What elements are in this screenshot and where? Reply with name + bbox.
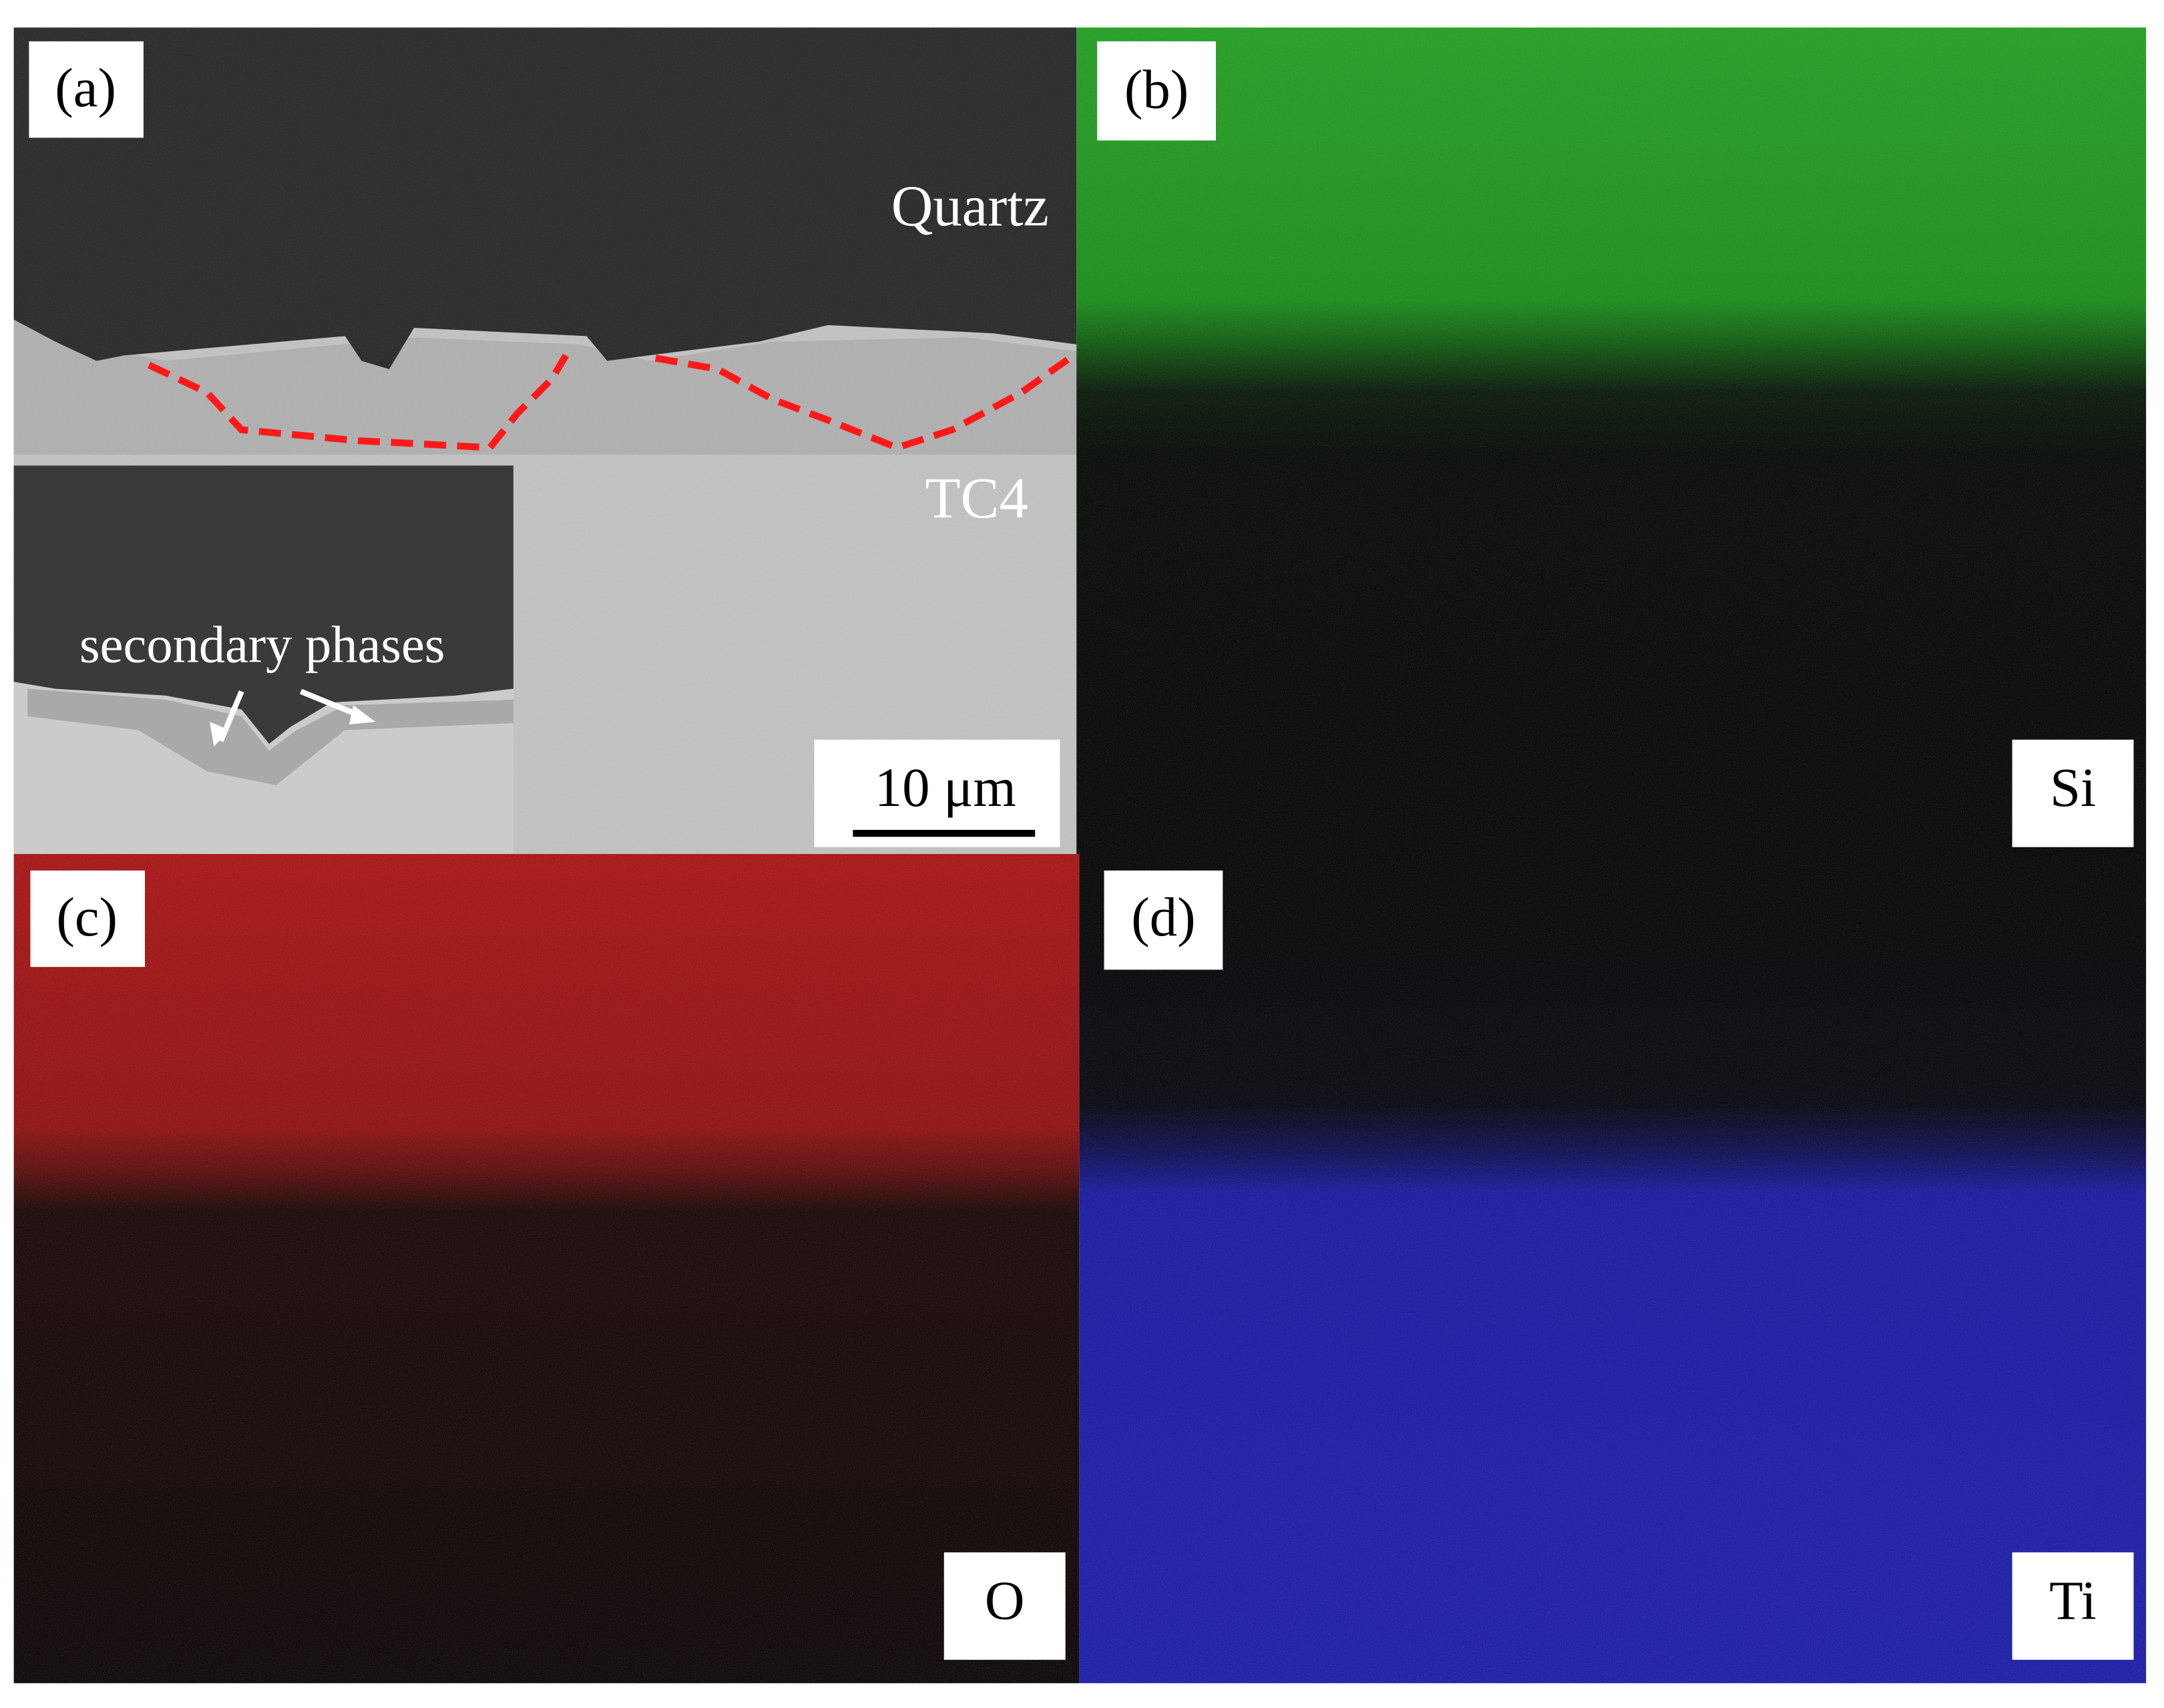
texture xyxy=(1076,27,2147,855)
panel-label: (c) xyxy=(56,886,118,947)
scale-bar-label: 10 μm xyxy=(875,757,1016,818)
panel-label: (a) xyxy=(55,57,116,118)
label-box xyxy=(30,870,146,968)
phase-outline xyxy=(654,355,1072,451)
panel-label: (b) xyxy=(1124,58,1188,120)
element-box xyxy=(943,1552,1066,1660)
inset-phase xyxy=(27,688,513,785)
label-box xyxy=(1097,41,1216,141)
annotation: Quartz xyxy=(891,174,1049,238)
label-box xyxy=(1104,870,1223,970)
element-box xyxy=(2012,739,2134,847)
phase-outline xyxy=(148,353,569,451)
panel-c: (c) O xyxy=(13,854,1080,1683)
panel-a: secondary phases Quartz TC4 10 μm (a) xyxy=(13,27,1077,855)
arrow-head xyxy=(210,721,230,747)
arrow-head xyxy=(349,705,376,725)
inset: secondary phases xyxy=(13,465,513,854)
texture xyxy=(1079,854,2147,1683)
texture xyxy=(13,854,1080,1683)
element-label: O xyxy=(985,1569,1025,1631)
panel-label: (d) xyxy=(1131,886,1195,947)
panel-b: (b) Si xyxy=(1076,27,2147,855)
scale-bar-box xyxy=(814,739,1060,847)
annotation: TC4 xyxy=(925,466,1028,530)
element-label: Ti xyxy=(2049,1569,2097,1631)
annotation: secondary phases xyxy=(79,616,445,674)
panel-d: (d) Ti xyxy=(1079,854,2147,1683)
inset-dark-region xyxy=(13,465,513,744)
element-label: Si xyxy=(2050,757,2096,818)
label-box xyxy=(29,41,144,138)
element-box xyxy=(2012,1552,2134,1660)
arrow xyxy=(300,688,363,719)
